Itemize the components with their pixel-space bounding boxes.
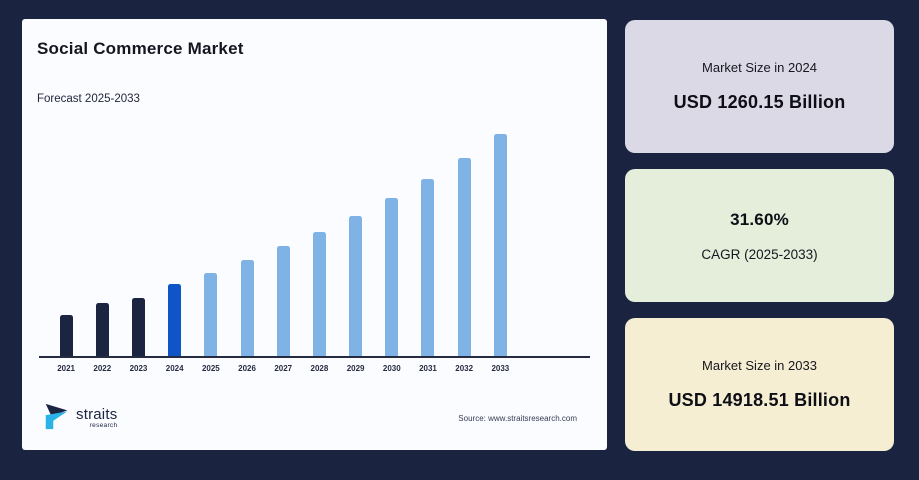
- x-tick-2033: 2033: [491, 364, 510, 373]
- chart-title: Social Commerce Market: [37, 39, 244, 58]
- bar-column-2021: [48, 315, 84, 356]
- bar-column-2023: [120, 297, 156, 356]
- x-tick-2024: 2024: [165, 364, 184, 373]
- logo-subname: research: [89, 421, 118, 429]
- bar-column-2024: [157, 284, 193, 356]
- logo-name: straits: [76, 405, 118, 423]
- source-attribution: Source: www.straitsresearch.com: [458, 413, 577, 423]
- stat-card-value: USD 14918.51 Billion: [668, 390, 851, 410]
- stat-card-market-size-2033: Market Size in 2033 USD 14918.51 Billion: [625, 318, 894, 451]
- x-tick-2026: 2026: [238, 364, 256, 373]
- bar-2027: [276, 245, 290, 356]
- x-tick-2021: 2021: [57, 364, 75, 373]
- bar-column-2027: [265, 245, 301, 356]
- straits-logo-icon: [42, 401, 72, 436]
- bar-2025: [204, 273, 218, 356]
- bar-2030: [385, 197, 399, 356]
- bar-chart-plot-area: [39, 130, 590, 358]
- straits-research-logo: straits research: [42, 401, 117, 436]
- straits-logo-text: straits research: [76, 407, 117, 430]
- x-tick-2022: 2022: [93, 364, 112, 373]
- stat-card-label: Market Size in 2024: [702, 60, 817, 75]
- x-tick-2029: 2029: [346, 364, 365, 373]
- bar-2033: [493, 134, 507, 356]
- bar-column-2028: [301, 232, 337, 356]
- stat-card-market-size-2024: Market Size in 2024 USD 1260.15 Billion: [625, 20, 894, 153]
- bar-column-2022: [84, 303, 120, 356]
- bar-column-2033: [482, 134, 518, 356]
- x-tick-2028: 2028: [310, 364, 329, 373]
- bar-2028: [312, 232, 326, 356]
- stat-card-label: Market Size in 2033: [702, 358, 817, 373]
- chart-footer: straits research Source: www.straitsrese…: [42, 395, 577, 441]
- bar-chart: 2021 2022 2023 2024 2025 2026 2027 2028 2029 2030…: [39, 130, 590, 373]
- stat-cards-column: Market Size in 2024 USD 1260.15 Billion …: [625, 20, 894, 451]
- bar-2021: [59, 315, 73, 356]
- bar-2023: [131, 297, 145, 356]
- x-tick-2030: 2030: [382, 364, 401, 373]
- x-tick-2025: 2025: [201, 364, 220, 373]
- stat-card-value: 31.60%: [730, 209, 789, 229]
- bar-2029: [349, 215, 363, 356]
- chart-card: Social Commerce Market Forecast 2025-203…: [22, 19, 607, 450]
- x-tick-2031: 2031: [419, 364, 437, 373]
- bar-column-2031: [410, 178, 446, 356]
- bar-column-2025: [193, 273, 229, 356]
- stat-card-label: CAGR (2025-2033): [701, 246, 818, 262]
- bar-2024: [168, 284, 182, 356]
- x-tick-2027: 2027: [274, 364, 293, 373]
- bar-column-2026: [229, 260, 265, 356]
- x-tick-2023: 2023: [129, 364, 148, 373]
- stat-card-value: USD 1260.15 Billion: [673, 92, 846, 112]
- chart-subtitle: Forecast 2025-2033: [37, 93, 140, 105]
- bar-2026: [240, 260, 254, 356]
- bar-column-2032: [446, 157, 482, 356]
- bar-2031: [421, 178, 435, 356]
- stat-card-cagr: 31.60% CAGR (2025-2033): [625, 169, 894, 302]
- bar-2022: [95, 303, 109, 356]
- x-tick-2032: 2032: [455, 364, 474, 373]
- bar-column-2030: [374, 197, 410, 356]
- bar-column-2029: [338, 215, 374, 356]
- bar-2032: [457, 157, 471, 356]
- x-axis-labels: 2021 2022 2023 2024 2025 2026 2027 2028 2029 2030…: [39, 364, 590, 373]
